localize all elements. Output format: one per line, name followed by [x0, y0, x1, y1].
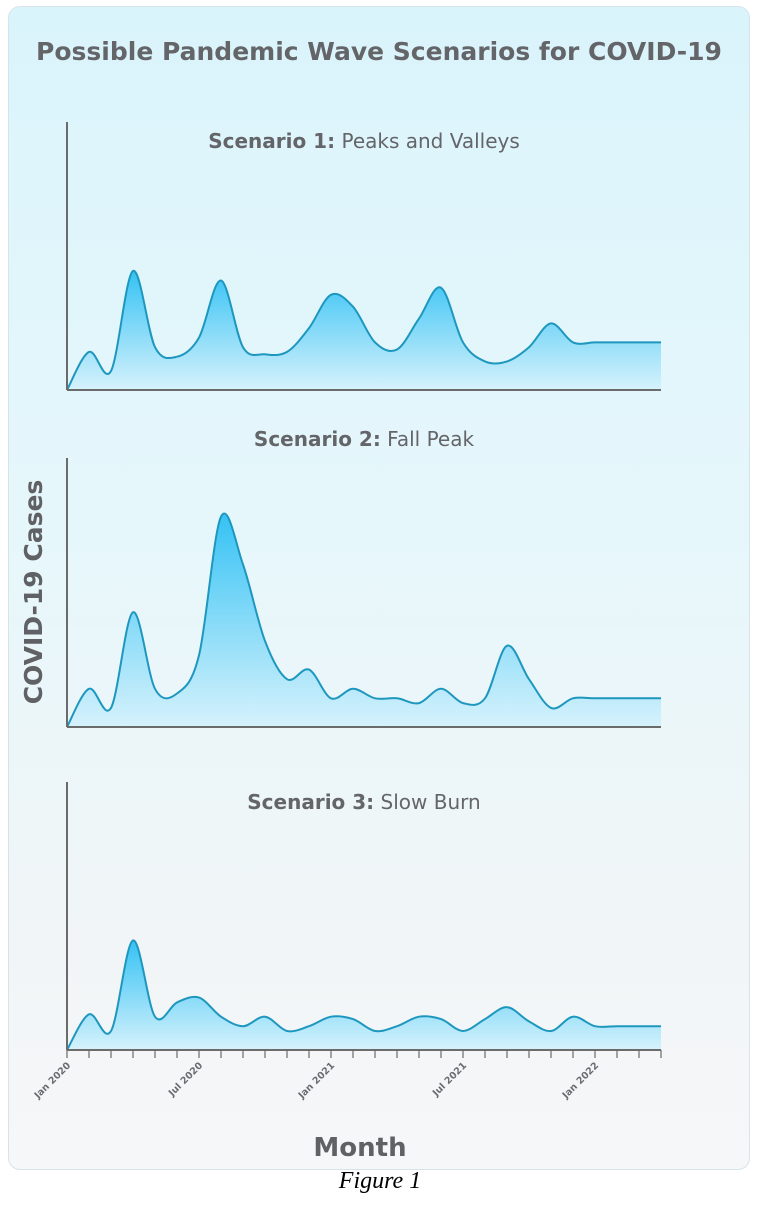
panel-scenario-1: Scenario 1: Peaks and Valleys [66, 122, 661, 391]
y-axis-label: COVID-19 Cases [19, 480, 48, 705]
panel-scenario-3: Scenario 3: Slow Burn [66, 782, 661, 1051]
x-axis-label: Month [313, 1133, 406, 1163]
panel-scenario-2: Scenario 2: Fall Peak [66, 427, 661, 728]
x-tick-label: Jan 2020 [32, 1060, 74, 1102]
scenario-title-bold: Scenario 1: [208, 129, 335, 153]
scenario-1-title: Scenario 1: Peaks and Valleys [208, 129, 520, 153]
figure-caption: Figure 1 [338, 1168, 422, 1194]
scenario-2-title: Scenario 2: Fall Peak [254, 427, 475, 451]
scenario-3-title: Scenario 3: Slow Burn [247, 790, 480, 814]
scenario-2-area [67, 513, 661, 727]
x-tick-label: Jul 2020 [166, 1060, 205, 1099]
scenario-title-bold: Scenario 2: [254, 427, 381, 451]
scenario-title-rest: Peaks and Valleys [335, 129, 520, 153]
scenario-1-area [67, 270, 661, 390]
scenario-3-line [66, 939, 661, 1051]
x-tick-label: Jan 2022 [560, 1060, 601, 1101]
x-tick-label: Jan 2021 [296, 1060, 337, 1101]
scenario-3-area [67, 940, 661, 1050]
scenario-1-line [66, 269, 661, 391]
x-tick-label: Jul 2021 [430, 1060, 469, 1099]
scenario-title-rest: Slow Burn [374, 790, 481, 814]
chart-panels: Scenario 1: Peaks and Valleys Scenario 2:… [66, 122, 661, 1051]
scenario-title-rest: Fall Peak [381, 427, 475, 451]
figure-title: Possible Pandemic Wave Scenarios for COV… [36, 37, 722, 66]
x-axis-ticks: Jan 2020 Jul 2020 Jan 2021 Jul 2021 Jan 2022 [32, 1050, 662, 1102]
scenario-title-bold: Scenario 3: [247, 790, 374, 814]
scenario-2-line [66, 512, 661, 728]
